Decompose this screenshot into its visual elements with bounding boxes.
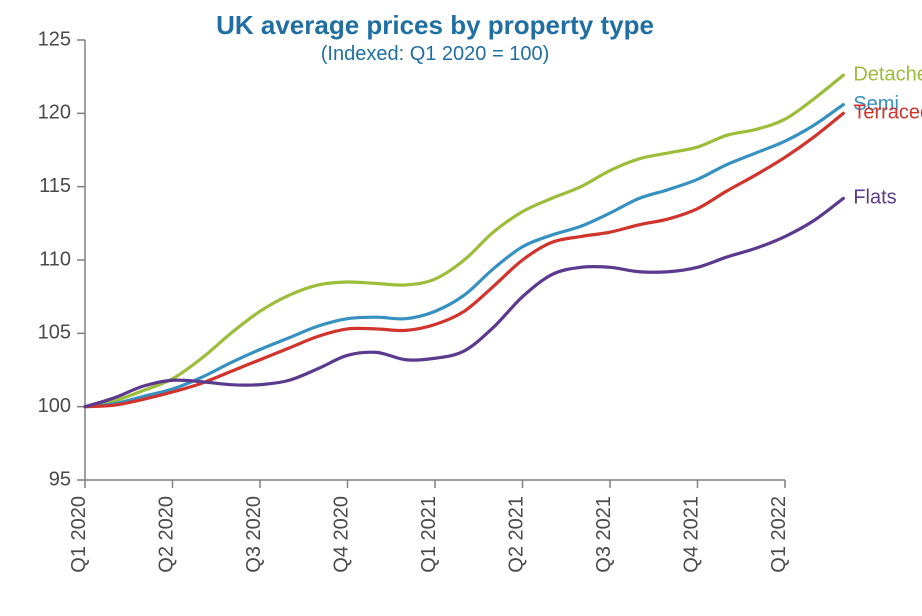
x-tick-label: Q4 2020	[331, 496, 353, 573]
y-tick-label: 100	[38, 395, 71, 417]
chart-subtitle: (Indexed: Q1 2020 = 100)	[321, 43, 550, 65]
series-label-detached: Detached	[853, 63, 922, 85]
series-label-flats: Flats	[853, 187, 896, 209]
series-label-terraced: Terraced	[853, 102, 922, 124]
y-tick-label: 115	[39, 175, 71, 197]
y-tick-label: 120	[38, 102, 71, 124]
x-tick-label: Q1 2020	[68, 496, 90, 573]
x-tick-label: Q3 2020	[243, 496, 265, 573]
x-tick-label: Q1 2022	[768, 496, 790, 573]
x-tick-label: Q2 2020	[156, 496, 178, 573]
x-tick-label: Q2 2021	[506, 496, 528, 573]
y-tick-label: 95	[49, 468, 71, 490]
x-tick-label: Q1 2021	[418, 496, 440, 573]
chart-title: UK average prices by property type	[216, 10, 654, 40]
x-tick-label: Q4 2021	[681, 496, 703, 573]
y-tick-label: 110	[39, 248, 71, 270]
y-tick-label: 105	[38, 322, 71, 344]
line-chart: UK average prices by property type (Index…	[0, 0, 922, 616]
chart-container: { "chart": { "type": "line", "title": "U…	[0, 0, 922, 616]
y-tick-label: 125	[38, 28, 71, 50]
x-tick-label: Q3 2021	[593, 496, 615, 573]
